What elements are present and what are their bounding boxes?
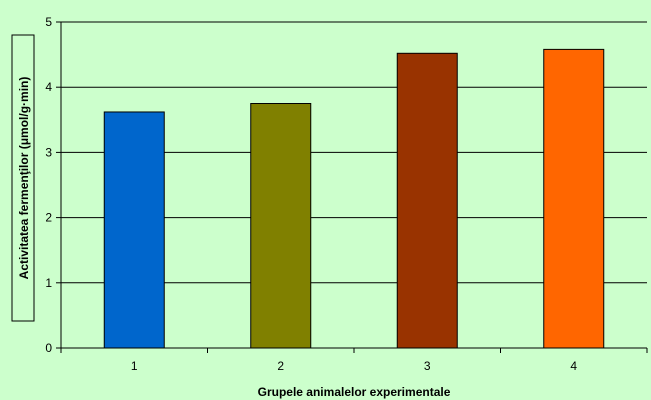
y-axis-title: Activitatea fermenţilor (μmol/g·min): [17, 77, 31, 280]
y-axis-title-group: Activitatea fermenţilor (μmol/g·min): [11, 34, 35, 322]
bar-2: [250, 103, 312, 349]
y-tick-label: 2: [45, 211, 52, 225]
y-tick-label: 1: [45, 276, 52, 290]
y-tick-label: 3: [45, 145, 52, 159]
tick-labels: 0 1 2 3 4 5 1 2 3 4: [45, 15, 577, 373]
bar-4: [543, 48, 605, 349]
y-tick-label: 0: [45, 341, 52, 355]
bar-1: [103, 111, 165, 349]
x-tick-label: 4: [570, 359, 577, 373]
x-tick-label: 2: [277, 359, 284, 373]
x-axis-title: Grupele animalelor experimentale: [258, 385, 451, 399]
y-tick-label: 4: [45, 80, 52, 94]
x-tick-label: 3: [424, 359, 431, 373]
bars: [103, 48, 605, 349]
x-tick-label: 1: [131, 359, 138, 373]
bar-3: [396, 52, 458, 349]
y-axis-title-box: [11, 34, 35, 322]
y-tick-label: 5: [45, 15, 52, 29]
axes: [56, 21, 648, 353]
